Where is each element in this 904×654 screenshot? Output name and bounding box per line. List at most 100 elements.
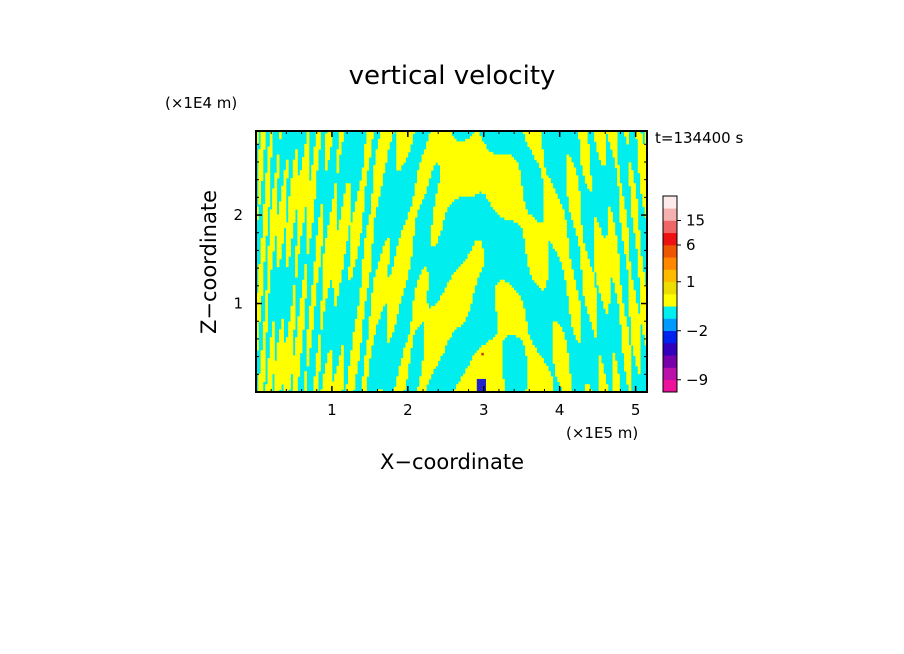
field-patch xyxy=(538,162,544,166)
field-patch xyxy=(527,368,549,372)
field-patch xyxy=(262,326,268,330)
field-patch xyxy=(619,308,625,312)
field-patch xyxy=(396,245,413,249)
field-patch xyxy=(552,243,570,247)
field-patch xyxy=(486,386,505,390)
field-patch xyxy=(628,279,634,283)
colorbar-level xyxy=(663,208,677,221)
field-patch xyxy=(472,248,485,252)
field-patch xyxy=(325,157,330,161)
field-patch xyxy=(566,287,577,291)
field-patch xyxy=(267,274,271,278)
field-patch xyxy=(594,238,618,242)
field-patch xyxy=(334,287,340,291)
field-patch xyxy=(297,240,301,244)
field-patch xyxy=(525,352,540,356)
field-patch xyxy=(594,138,606,142)
field-patch xyxy=(637,167,647,171)
field-patch xyxy=(527,365,549,369)
field-patch xyxy=(318,350,321,354)
field-patch xyxy=(412,201,422,205)
field-patch xyxy=(492,206,526,210)
field-patch xyxy=(396,376,409,380)
field-patch xyxy=(552,324,560,328)
field-patch xyxy=(582,292,597,296)
field-patch xyxy=(354,206,365,210)
field-patch xyxy=(396,378,406,382)
field-patch xyxy=(387,313,397,317)
field-patch xyxy=(522,235,567,239)
field-patch xyxy=(260,358,266,362)
field-patch xyxy=(306,243,310,247)
field-patch xyxy=(465,371,503,375)
field-patch xyxy=(348,371,358,375)
field-patch xyxy=(400,360,411,364)
field-patch xyxy=(543,214,565,218)
field-patch xyxy=(612,376,620,380)
field-patch xyxy=(338,360,344,364)
field-patch xyxy=(594,256,620,260)
field-patch xyxy=(267,287,271,291)
field-patch xyxy=(329,222,337,226)
field-patch xyxy=(630,204,639,208)
field-patch xyxy=(361,389,367,392)
colorbar-level xyxy=(663,367,677,381)
field-patch xyxy=(621,227,629,231)
field-patch xyxy=(417,386,427,390)
field-patch xyxy=(582,277,595,281)
field-patch xyxy=(536,282,547,286)
field-patch xyxy=(394,264,411,268)
field-patch xyxy=(410,206,420,210)
field-patch xyxy=(336,368,344,372)
field-patch xyxy=(279,209,287,213)
field-patch xyxy=(315,373,319,377)
field-patch xyxy=(633,217,639,221)
colorbar-label: 6 xyxy=(686,236,696,254)
field-patch xyxy=(279,211,287,215)
field-patch xyxy=(256,331,259,335)
field-patch xyxy=(258,154,264,158)
field-patch xyxy=(265,389,273,392)
field-patch xyxy=(541,170,547,174)
field-patch xyxy=(285,245,291,249)
field-patch xyxy=(279,334,284,338)
field-patch xyxy=(566,188,579,192)
field-patch xyxy=(630,191,636,195)
field-patch xyxy=(269,238,275,242)
field-patch xyxy=(591,324,597,328)
field-patch xyxy=(373,167,386,171)
field-patch xyxy=(276,264,280,268)
field-patch xyxy=(644,131,647,135)
field-patch xyxy=(322,256,344,260)
field-patch xyxy=(525,248,549,252)
field-patch xyxy=(571,313,581,317)
field-patch xyxy=(350,258,356,262)
field-patch xyxy=(398,371,409,375)
field-patch xyxy=(596,146,606,150)
field-patch xyxy=(621,331,629,335)
field-patch xyxy=(437,300,473,304)
x-tick-label: 1 xyxy=(327,401,337,419)
field-patch xyxy=(371,311,381,315)
field-patch xyxy=(626,373,632,377)
field-patch xyxy=(350,261,356,265)
field-patch xyxy=(306,337,312,341)
field-patch xyxy=(297,232,303,236)
field-patch xyxy=(269,224,294,228)
field-patch xyxy=(331,204,337,208)
field-patch xyxy=(315,352,321,356)
field-patch xyxy=(635,363,641,367)
field-patch xyxy=(637,144,647,148)
field-patch xyxy=(350,248,358,252)
field-patch xyxy=(371,295,402,299)
field-patch xyxy=(364,162,370,166)
field-patch xyxy=(260,131,266,135)
field-patch xyxy=(614,162,618,166)
field-patch xyxy=(421,363,439,367)
field-patch xyxy=(630,342,641,346)
field-patch xyxy=(444,290,475,294)
field-patch xyxy=(322,373,333,377)
field-patch xyxy=(297,318,305,322)
field-patch xyxy=(315,360,321,364)
colorbar-frame xyxy=(662,195,678,393)
